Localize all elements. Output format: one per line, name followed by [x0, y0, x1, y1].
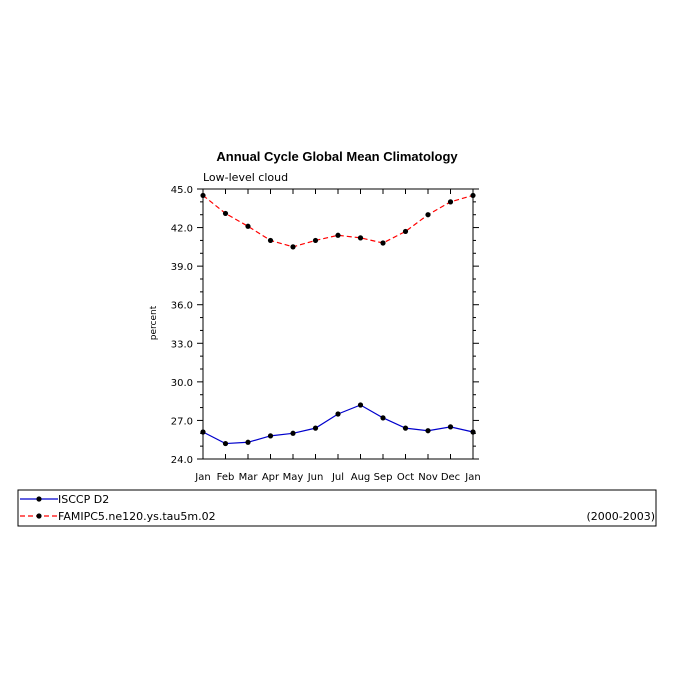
chart-title: Annual Cycle Global Mean Climatology [216, 149, 458, 164]
y-tick-label: 30.0 [171, 378, 193, 389]
series-layer [200, 192, 476, 447]
data-point [470, 429, 476, 435]
x-tick-label: Jun [307, 472, 324, 483]
x-tick-label: Jul [331, 472, 344, 483]
x-tick-label: Oct [397, 472, 414, 483]
data-point [245, 439, 251, 445]
data-point [447, 424, 454, 430]
legend-box [17, 489, 657, 527]
series-line-0 [202, 404, 474, 445]
data-point [312, 425, 319, 431]
legend-period: (2000-2003) [586, 510, 655, 523]
data-point [380, 240, 386, 246]
legend-marker [36, 496, 42, 502]
data-point [335, 232, 341, 238]
x-tick-label: Jan [194, 472, 210, 483]
legend-label: ISCCP D2 [58, 493, 109, 506]
axis-ticks [197, 188, 479, 460]
data-point [335, 411, 341, 417]
y-tick-label: 45.0 [171, 185, 193, 196]
legend-marker [36, 513, 42, 519]
x-tick-label: May [283, 472, 304, 483]
data-point [312, 237, 319, 244]
data-point [402, 425, 409, 431]
data-point [290, 244, 296, 250]
y-tick-label: 36.0 [171, 301, 193, 312]
y-axis-label: percent [149, 305, 159, 340]
legend: ISCCP D2 FAMIPC5.ne120.ys.tau5m.02 [20, 493, 216, 523]
series-line-1 [202, 194, 474, 248]
x-tick-label: Apr [262, 472, 280, 483]
data-point [447, 199, 454, 205]
y-tick-label: 39.0 [171, 262, 193, 273]
plot-frame [202, 188, 474, 460]
data-point [290, 430, 296, 436]
x-tick-label: Dec [441, 472, 460, 483]
data-point [425, 212, 431, 218]
data-point [470, 192, 476, 199]
y-tick-label: 27.0 [171, 416, 193, 427]
data-point [200, 192, 206, 199]
data-point [267, 237, 274, 244]
y-tick-label: 24.0 [171, 455, 193, 466]
legend-label: FAMIPC5.ne120.ys.tau5m.02 [58, 510, 216, 523]
data-point [380, 415, 386, 421]
data-point [402, 228, 409, 235]
y-tick-label: 42.0 [171, 224, 193, 235]
y-tick-label: 33.0 [171, 339, 193, 350]
data-point [222, 440, 229, 447]
x-tick-label: Feb [217, 472, 235, 483]
x-tick-label: Mar [239, 472, 259, 483]
data-point [200, 429, 206, 435]
x-tick-label: Nov [418, 472, 438, 483]
data-point [245, 223, 251, 229]
x-tick-label: Sep [374, 472, 393, 483]
x-tick-label: Aug [351, 472, 371, 483]
data-point [425, 428, 431, 434]
x-tick-label: Jan [464, 472, 480, 483]
data-point [267, 433, 274, 439]
tick-labels: Jan Feb Mar Apr May Jun Jul Aug Sep Oct Nov Dec Jan2… [171, 185, 481, 483]
data-point [357, 402, 364, 408]
data-point [357, 235, 364, 241]
data-point [222, 210, 229, 217]
chart-subtitle: Low-level cloud [203, 171, 288, 184]
